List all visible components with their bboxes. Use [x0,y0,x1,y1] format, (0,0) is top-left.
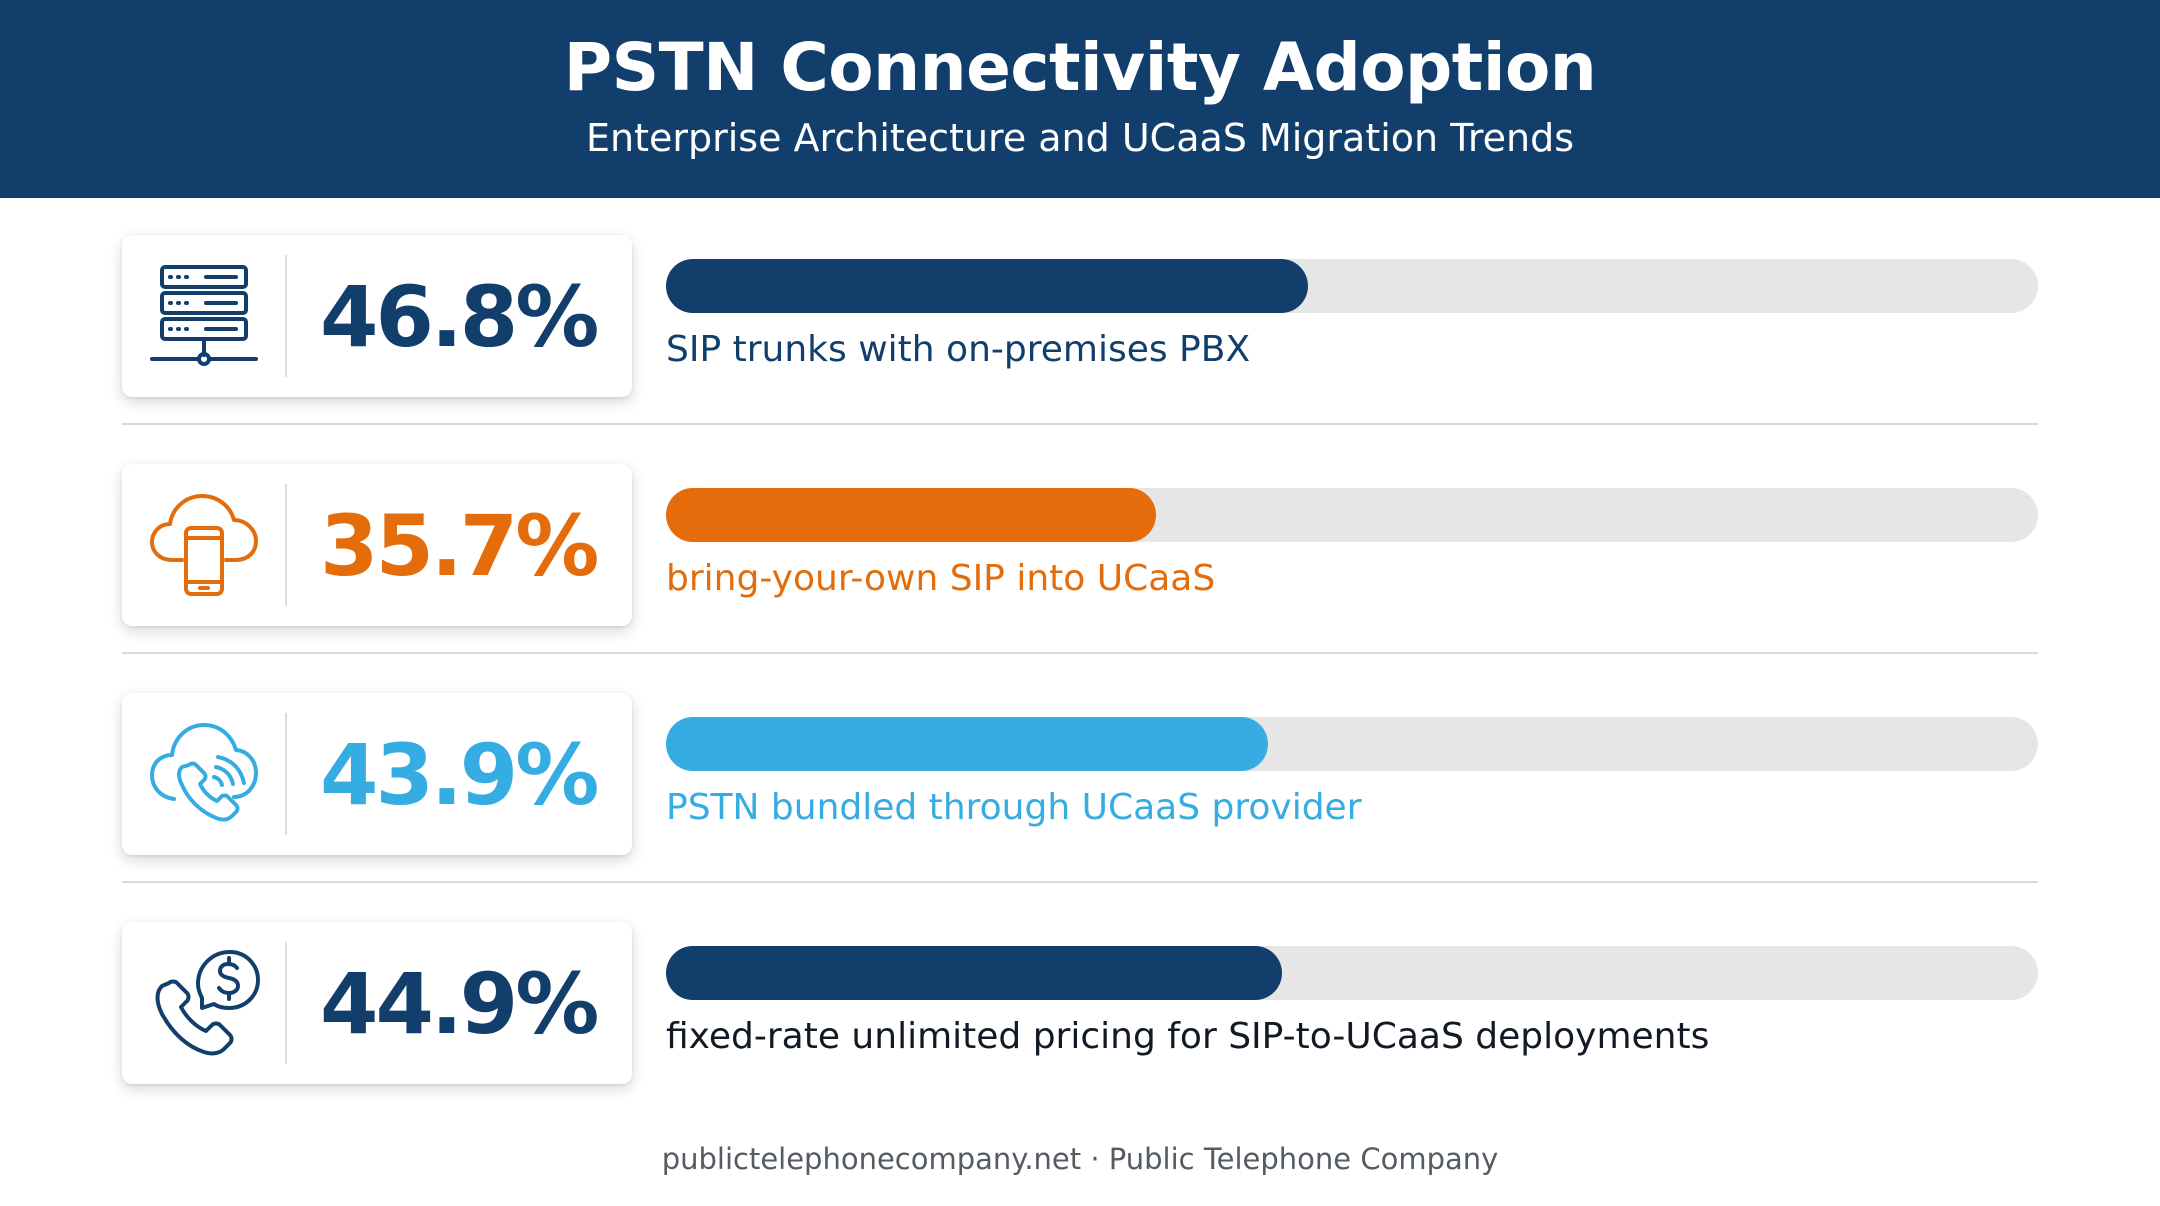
stat-card: 35.7% [122,464,632,626]
bar-track [666,717,2038,771]
bar-fill [666,946,1283,1000]
stat-card: 46.8% [122,235,632,397]
bar-fill [666,717,1269,771]
card-divider [285,255,287,377]
page-subtitle: Enterprise Architecture and UCaaS Migrat… [586,116,1574,160]
cloud-call-icon [148,717,260,829]
stat-value: 46.8% [320,268,599,366]
footer-source: publictelephonecompany.net · Public Tele… [661,1142,1499,1176]
bar-track [666,946,2038,1000]
cloud-phone-icon [148,488,260,600]
stat-row-pstn-bundled: 43.9% PSTN bundled through UCaaS provide… [0,687,2160,916]
header-banner: PSTN Connectivity Adoption Enterprise Ar… [0,0,2160,198]
stat-row-fixed-rate: 44.9% fixed-rate unlimited pricing for S… [0,916,2160,1145]
stat-card: 43.9% [122,693,632,855]
row-divider [122,423,2038,425]
stat-value: 43.9% [320,726,599,824]
server-network-icon [148,259,260,371]
bar-track [666,259,2038,313]
page-title: PSTN Connectivity Adoption [563,29,1597,106]
card-divider [285,484,287,606]
stat-label: bring-your-own SIP into UCaaS [666,558,1216,599]
card-divider [285,713,287,835]
row-divider [122,652,2038,654]
stat-card: 44.9% [122,922,632,1084]
stat-row-sip-trunks: 46.8% SIP trunks with on-premises PBX [0,229,2160,458]
stat-label: fixed-rate unlimited pricing for SIP-to-… [666,1016,1710,1057]
bar-fill [666,259,1309,313]
stat-value: 35.7% [320,497,599,595]
bar-track [666,488,2038,542]
phone-dollar-icon [148,946,260,1058]
card-divider [285,942,287,1064]
stat-label: SIP trunks with on-premises PBX [666,329,1251,370]
stat-value: 44.9% [320,955,599,1053]
row-divider [122,881,2038,883]
stat-row-byo-sip: 35.7% bring-your-own SIP into UCaaS [0,458,2160,687]
bar-fill [666,488,1156,542]
stat-label: PSTN bundled through UCaaS provider [666,787,1362,828]
